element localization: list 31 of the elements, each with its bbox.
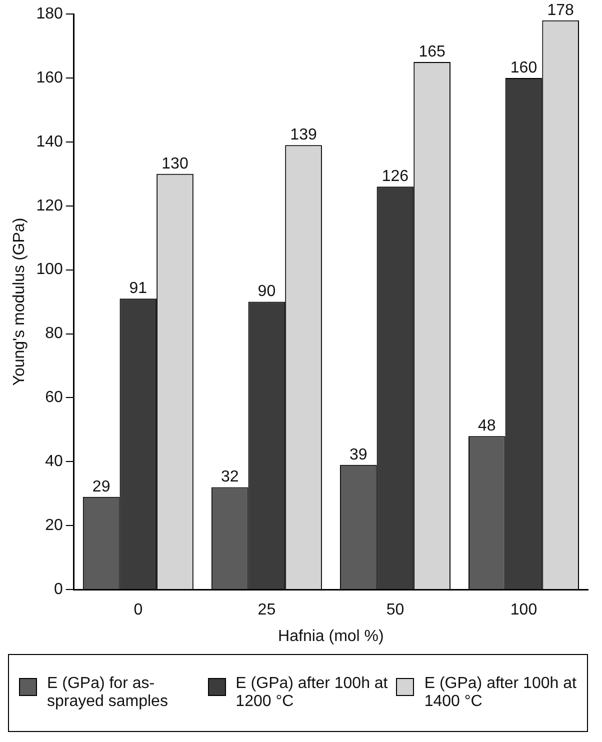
legend-label: E (GPa) after 100h at 1400 °C: [424, 675, 578, 711]
x-axis-title: Hafnia (mol %): [278, 628, 384, 645]
data-label: 39: [349, 446, 368, 464]
y-tick-label: 60: [45, 389, 63, 406]
data-label: 165: [418, 43, 446, 60]
y-tick-label: 0: [54, 581, 63, 598]
x-tick-label: 25: [258, 602, 276, 619]
data-label: 29: [92, 478, 110, 496]
legend-label: E (GPa) for as-sprayed samples: [47, 675, 169, 711]
data-label: 139: [290, 126, 317, 144]
data-label: 160: [510, 59, 538, 76]
y-tick-label: 120: [36, 197, 63, 214]
y-tick-label: 100: [36, 261, 63, 278]
x-tick-label: 100: [510, 602, 538, 619]
data-label: 130: [162, 155, 188, 172]
y-tick-label: 140: [36, 133, 63, 150]
y-tick-label: 180: [36, 5, 63, 22]
data-label: 126: [382, 168, 409, 186]
data-label: 32: [220, 468, 239, 486]
y-axis-title: Young's modulus (GPa): [11, 218, 28, 386]
x-tick-label: 0: [134, 602, 143, 619]
y-tick-label: 160: [36, 69, 63, 86]
x-tick-label: 50: [386, 602, 404, 619]
legend-label: E (GPa) after 100h at 1200 °C: [236, 675, 389, 711]
y-tick-label: 20: [45, 517, 63, 534]
y-tick-label: 80: [45, 325, 63, 342]
y-tick-label: 40: [45, 453, 63, 470]
data-label: 91: [129, 280, 148, 298]
data-label: 178: [547, 2, 574, 19]
data-label: 48: [478, 418, 496, 435]
data-label: 90: [258, 283, 276, 300]
